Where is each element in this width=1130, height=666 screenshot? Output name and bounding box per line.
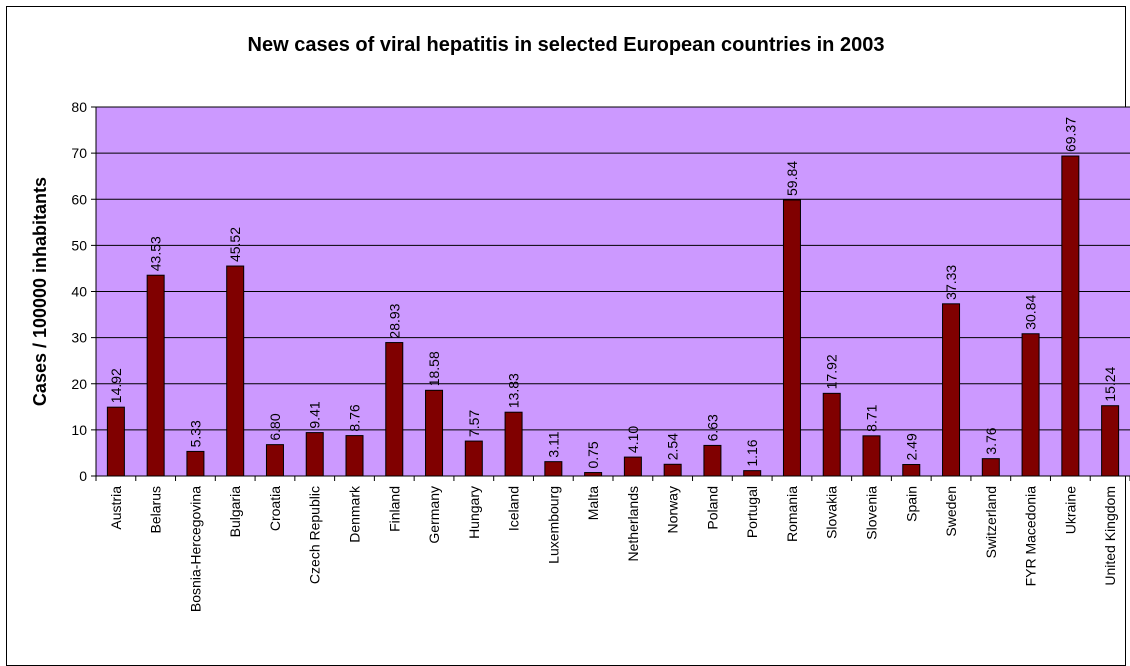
data-label: 43.53 — [148, 236, 164, 271]
y-tick-label: 10 — [71, 422, 87, 438]
bar — [663, 463, 682, 477]
bar — [385, 342, 404, 477]
axes — [91, 106, 1130, 481]
data-label: 3.76 — [983, 427, 999, 454]
data-label: 0.75 — [585, 441, 601, 468]
x-tick-label: Hungary — [466, 486, 482, 539]
data-label: 45.52 — [227, 227, 243, 262]
x-tick-label: Croatia — [267, 486, 283, 531]
x-tick-labels: Austria Belarus Bosnia-Hercegovina Bulgaria… — [108, 485, 1118, 612]
bar — [981, 458, 1000, 477]
x-tick-label: Slovenia — [864, 486, 880, 540]
x-tick-label: Belarus — [148, 486, 164, 533]
bar — [146, 274, 165, 477]
x-tick-label: Germany — [426, 486, 442, 544]
bar — [464, 440, 483, 477]
data-label: 4.10 — [625, 426, 641, 453]
data-label: 17.92 — [824, 354, 840, 389]
data-label: 13.83 — [506, 373, 522, 408]
y-tick-labels: 0 10 20 30 40 50 60 70 80 — [71, 99, 87, 484]
chart-title: New cases of viral hepatitis in selected… — [247, 34, 885, 56]
y-tick-label: 40 — [71, 284, 87, 300]
bar — [782, 199, 801, 477]
data-label: 69.37 — [1062, 117, 1078, 152]
x-tick-label: Luxembourg — [545, 486, 561, 564]
data-label: 2.49 — [903, 433, 919, 460]
bar — [942, 303, 961, 477]
data-label: 5.33 — [187, 420, 203, 447]
y-tick-label: 20 — [71, 376, 87, 392]
y-tick-label: 70 — [71, 145, 87, 161]
x-tick-label: Iceland — [506, 486, 522, 531]
x-tick-label: Ukraine — [1062, 486, 1078, 534]
bar — [1101, 405, 1120, 477]
x-tick-label: Denmark — [347, 485, 363, 543]
bar — [623, 456, 642, 477]
x-tick-label: Austria — [108, 486, 124, 530]
bar — [345, 435, 364, 477]
data-label: 28.93 — [386, 303, 402, 338]
data-label: 59.84 — [784, 161, 800, 196]
data-label: 6.63 — [704, 414, 720, 441]
bar — [425, 389, 444, 477]
data-label: 8.71 — [864, 404, 880, 431]
data-label: 2.54 — [665, 433, 681, 460]
x-tick-label: Spain — [903, 486, 919, 522]
x-tick-label: Slovakia — [824, 486, 840, 539]
y-tick-label: 80 — [71, 99, 87, 115]
x-tick-label: Malta — [585, 486, 601, 520]
x-tick-label: United Kingdom — [1102, 486, 1118, 586]
data-label: 18.58 — [426, 351, 442, 386]
x-tick-label: Czech Republic — [307, 486, 323, 584]
data-label: 15.24 — [1102, 366, 1118, 401]
data-label: 1.16 — [744, 439, 760, 466]
x-tick-label: Bulgaria — [227, 486, 243, 538]
y-tick-label: 30 — [71, 330, 87, 346]
bar — [544, 461, 563, 477]
x-tick-label: Portugal — [744, 486, 760, 538]
data-label: 6.80 — [267, 413, 283, 440]
x-tick-label: FYR Macedonia — [1023, 486, 1039, 587]
x-tick-label: Bosnia-Hercegovina — [187, 486, 203, 612]
y-tick-label: 50 — [71, 237, 87, 253]
x-tick-label: Finland — [386, 486, 402, 532]
bar — [862, 435, 881, 477]
data-labels: 14.92 43.53 5.33 45.52 6.80 9.41 8.76 28.93 18.5… — [108, 117, 1118, 469]
bar — [186, 450, 205, 477]
x-tick-label: Switzerland — [983, 486, 999, 558]
bar — [305, 432, 324, 477]
x-tick-label: Poland — [704, 486, 720, 530]
data-label: 8.76 — [347, 404, 363, 431]
bar — [504, 411, 523, 477]
data-label: 7.57 — [466, 410, 482, 437]
bar — [822, 392, 841, 477]
x-tick-label: Netherlands — [625, 486, 641, 562]
y-tick-label: 60 — [71, 191, 87, 207]
data-label: 14.92 — [108, 368, 124, 403]
data-label: 30.84 — [1023, 295, 1039, 330]
y-tick-label: 0 — [79, 468, 87, 484]
data-label: 9.41 — [307, 401, 323, 428]
x-tick-label: Romania — [784, 486, 800, 542]
bar — [584, 472, 603, 477]
data-label: 3.11 — [545, 431, 561, 457]
bar — [265, 444, 284, 477]
bar — [106, 406, 125, 477]
bar — [226, 265, 245, 477]
bar — [1021, 333, 1040, 477]
x-tick-label: Sweden — [943, 486, 959, 537]
bar — [1061, 155, 1080, 477]
bar — [743, 470, 762, 477]
y-axis-label: Cases / 100000 inhabitants — [30, 177, 50, 406]
bar — [703, 444, 722, 477]
x-tick-label: Norway — [665, 486, 681, 533]
data-label: 37.33 — [943, 265, 959, 300]
bar — [902, 464, 921, 477]
